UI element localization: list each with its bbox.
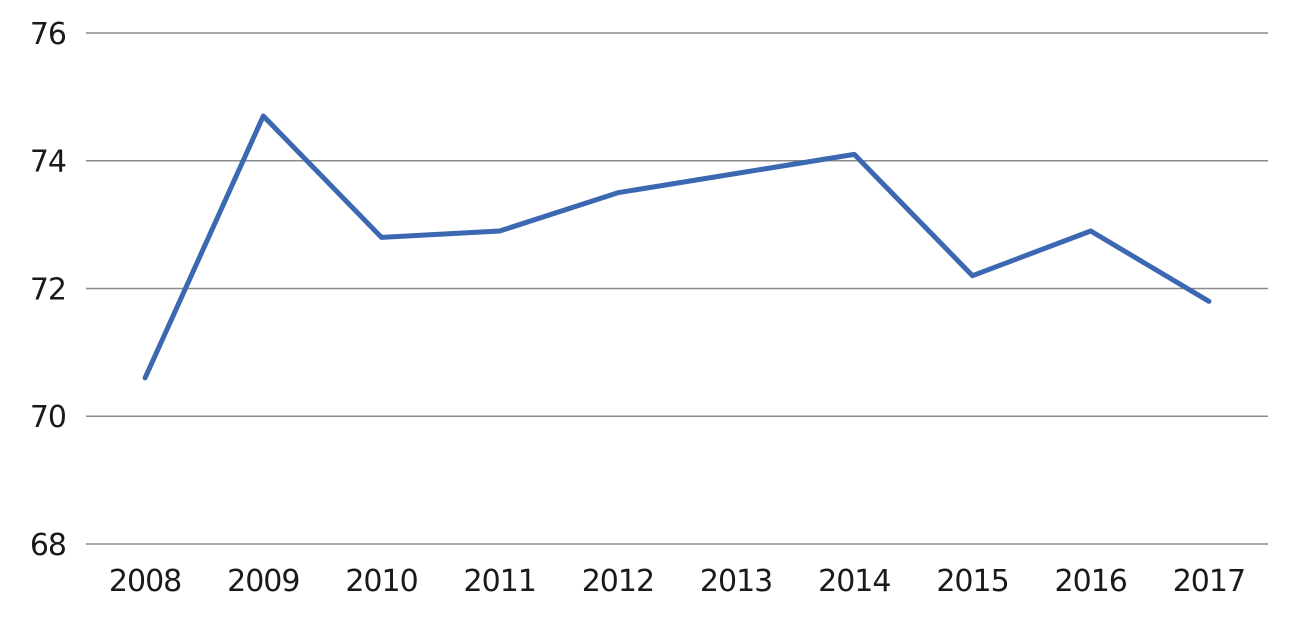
data-series-line [142, 113, 1212, 381]
x-axis-tick-label: 2011 [464, 564, 536, 599]
y-axis-tick-label: 68 [30, 528, 66, 563]
y-axis-tick-label: 76 [30, 17, 66, 52]
x-axis-tick-label: 2013 [700, 564, 772, 599]
y-axis-tick-label: 70 [30, 400, 66, 435]
x-axis-tick-label: 2008 [109, 564, 181, 599]
x-axis-tick-label: 2012 [582, 564, 654, 599]
y-axis-tick-label: 72 [30, 272, 66, 307]
x-axis-tick-label: 2010 [345, 564, 417, 599]
x-axis-tick-label: 2014 [818, 564, 890, 599]
x-axis-tick-label: 2016 [1055, 564, 1127, 599]
x-axis-tick-label: 2017 [1173, 564, 1245, 599]
x-axis-tick-label: 2015 [936, 564, 1008, 599]
x-axis-tick-label: 2009 [227, 564, 299, 599]
y-axis-tick-label: 74 [30, 145, 66, 180]
